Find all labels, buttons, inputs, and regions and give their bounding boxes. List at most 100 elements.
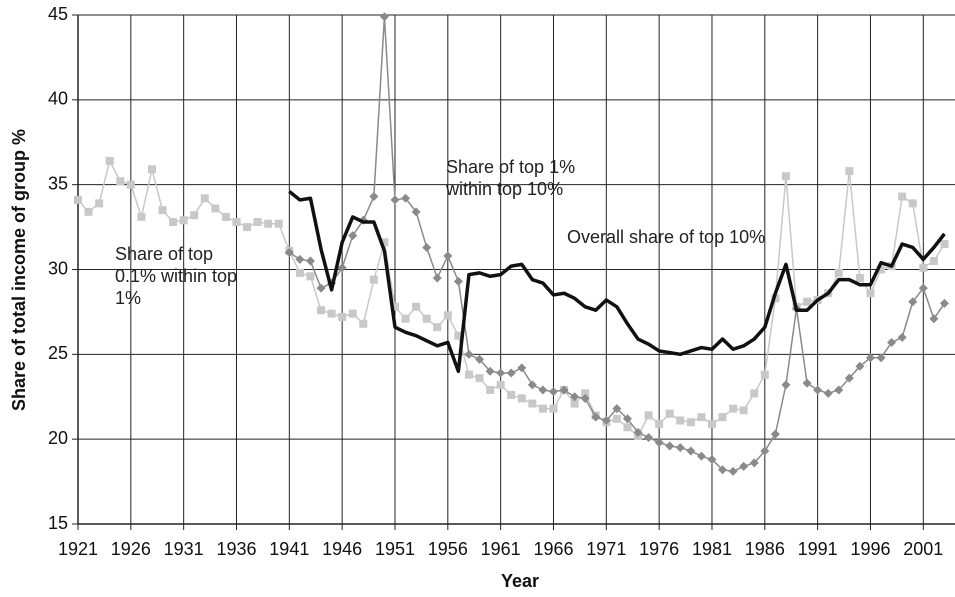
marker bbox=[718, 413, 727, 422]
marker bbox=[728, 466, 738, 476]
marker bbox=[760, 370, 769, 379]
marker bbox=[369, 275, 378, 284]
marker bbox=[887, 337, 897, 347]
marker bbox=[939, 298, 949, 308]
marker bbox=[316, 283, 326, 293]
x-tick-label: 1921 bbox=[58, 539, 98, 559]
marker bbox=[855, 273, 864, 282]
marker bbox=[897, 332, 907, 342]
marker bbox=[464, 370, 473, 379]
marker bbox=[264, 219, 273, 228]
annotation: Share of top 1% within top 10% bbox=[446, 157, 576, 199]
marker bbox=[486, 385, 495, 394]
y-tick-label: 20 bbox=[48, 428, 68, 448]
marker bbox=[116, 177, 125, 186]
x-tick-label: 1981 bbox=[692, 539, 732, 559]
marker bbox=[337, 263, 347, 273]
marker bbox=[464, 349, 474, 359]
x-tick-label: 1926 bbox=[111, 539, 151, 559]
marker bbox=[147, 165, 156, 174]
marker bbox=[548, 387, 558, 397]
marker bbox=[422, 242, 432, 252]
marker bbox=[845, 167, 854, 176]
marker bbox=[823, 388, 833, 398]
marker bbox=[253, 217, 262, 226]
marker bbox=[696, 451, 706, 461]
marker bbox=[74, 195, 82, 204]
marker bbox=[601, 416, 611, 426]
marker bbox=[295, 268, 304, 277]
x-tick-label: 1936 bbox=[216, 539, 256, 559]
series-line bbox=[288, 190, 946, 374]
marker bbox=[84, 207, 93, 216]
marker bbox=[654, 438, 664, 448]
y-tick-label: 15 bbox=[48, 513, 68, 533]
marker bbox=[612, 404, 622, 414]
x-tick-label: 1956 bbox=[428, 539, 468, 559]
marker bbox=[528, 399, 537, 408]
x-tick-label: 1971 bbox=[586, 539, 626, 559]
marker bbox=[126, 180, 135, 189]
y-axis-label: Share of total income of group % bbox=[9, 129, 29, 411]
y-tick-label: 40 bbox=[48, 89, 68, 109]
marker bbox=[527, 380, 537, 390]
marker bbox=[496, 368, 506, 378]
marker bbox=[243, 223, 252, 232]
x-tick-label: 1951 bbox=[375, 539, 415, 559]
marker bbox=[929, 257, 938, 266]
marker bbox=[401, 314, 410, 323]
y-tick-label: 30 bbox=[48, 258, 68, 278]
marker bbox=[485, 366, 495, 376]
marker bbox=[834, 268, 843, 277]
marker bbox=[802, 378, 812, 388]
marker bbox=[137, 212, 146, 221]
marker bbox=[644, 411, 653, 420]
marker bbox=[507, 391, 516, 400]
marker bbox=[401, 193, 411, 203]
marker bbox=[580, 393, 590, 403]
marker bbox=[612, 414, 621, 423]
marker bbox=[781, 172, 790, 181]
marker bbox=[232, 217, 241, 226]
marker bbox=[390, 302, 399, 311]
marker bbox=[348, 231, 358, 241]
x-tick-label: 1976 bbox=[639, 539, 679, 559]
marker bbox=[570, 399, 579, 408]
marker bbox=[623, 423, 632, 432]
x-tick-label: 2001 bbox=[903, 539, 943, 559]
x-tick-label: 1946 bbox=[322, 539, 362, 559]
marker bbox=[538, 404, 547, 413]
marker bbox=[750, 389, 759, 398]
marker bbox=[295, 254, 305, 264]
marker bbox=[549, 404, 558, 413]
marker bbox=[317, 306, 326, 315]
marker bbox=[517, 363, 527, 373]
marker bbox=[622, 414, 632, 424]
marker bbox=[686, 418, 695, 427]
marker bbox=[919, 263, 928, 272]
marker bbox=[559, 385, 569, 395]
marker bbox=[718, 465, 728, 475]
marker bbox=[338, 313, 347, 322]
marker bbox=[190, 211, 199, 220]
marker bbox=[284, 248, 294, 258]
marker bbox=[211, 204, 220, 213]
marker bbox=[453, 276, 463, 286]
marker bbox=[179, 216, 188, 225]
marker bbox=[306, 272, 315, 281]
marker bbox=[739, 406, 748, 415]
marker bbox=[697, 413, 706, 422]
x-tick-label: 1931 bbox=[164, 539, 204, 559]
marker bbox=[739, 461, 749, 471]
x-tick-label: 1941 bbox=[269, 539, 309, 559]
x-axis-label: Year bbox=[501, 571, 539, 591]
marker bbox=[908, 199, 917, 208]
marker bbox=[538, 385, 548, 395]
marker bbox=[327, 309, 336, 318]
marker bbox=[443, 311, 452, 320]
marker bbox=[95, 199, 104, 208]
marker bbox=[454, 331, 463, 340]
marker bbox=[506, 368, 516, 378]
y-tick-label: 35 bbox=[48, 173, 68, 193]
